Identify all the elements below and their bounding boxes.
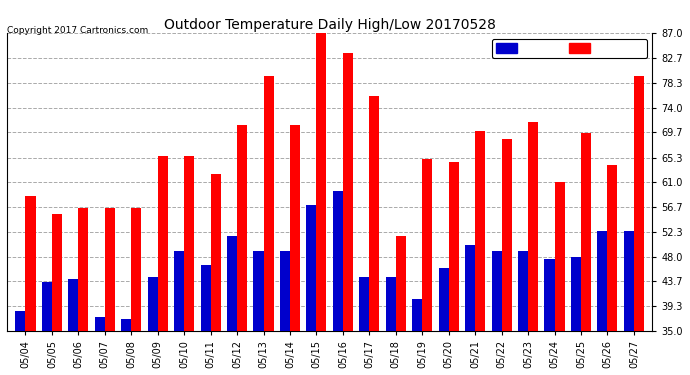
- Bar: [131, 208, 141, 375]
- Bar: [184, 156, 194, 375]
- Bar: [571, 256, 581, 375]
- Bar: [79, 208, 88, 375]
- Bar: [518, 251, 528, 375]
- Bar: [555, 182, 564, 375]
- Bar: [121, 320, 131, 375]
- Bar: [396, 237, 406, 375]
- Bar: [95, 316, 105, 375]
- Bar: [290, 125, 300, 375]
- Bar: [544, 260, 555, 375]
- Bar: [52, 214, 62, 375]
- Bar: [333, 191, 343, 375]
- Bar: [386, 276, 396, 375]
- Bar: [306, 205, 317, 375]
- Bar: [201, 265, 210, 375]
- Bar: [502, 139, 512, 375]
- Bar: [475, 130, 485, 375]
- Bar: [491, 251, 502, 375]
- Bar: [465, 245, 475, 375]
- Bar: [422, 159, 433, 375]
- Bar: [634, 76, 644, 375]
- Title: Outdoor Temperature Daily High/Low 20170528: Outdoor Temperature Daily High/Low 20170…: [164, 18, 495, 32]
- Bar: [369, 96, 380, 375]
- Bar: [528, 122, 538, 375]
- Bar: [343, 53, 353, 375]
- Bar: [439, 268, 449, 375]
- Bar: [68, 279, 79, 375]
- Bar: [253, 251, 264, 375]
- Bar: [280, 251, 290, 375]
- Bar: [317, 33, 326, 375]
- Bar: [359, 276, 369, 375]
- Bar: [26, 196, 35, 375]
- Bar: [624, 231, 634, 375]
- Bar: [598, 231, 607, 375]
- Bar: [105, 208, 115, 375]
- Bar: [264, 76, 274, 375]
- Bar: [237, 125, 247, 375]
- Bar: [581, 134, 591, 375]
- Bar: [158, 156, 168, 375]
- Bar: [412, 299, 422, 375]
- Text: Copyright 2017 Cartronics.com: Copyright 2017 Cartronics.com: [7, 26, 148, 35]
- Bar: [448, 162, 459, 375]
- Bar: [174, 251, 184, 375]
- Bar: [42, 282, 52, 375]
- Bar: [607, 165, 618, 375]
- Bar: [227, 237, 237, 375]
- Legend: Low  (°F), High  (°F): Low (°F), High (°F): [492, 39, 647, 58]
- Bar: [210, 174, 221, 375]
- Bar: [15, 311, 26, 375]
- Bar: [148, 276, 158, 375]
